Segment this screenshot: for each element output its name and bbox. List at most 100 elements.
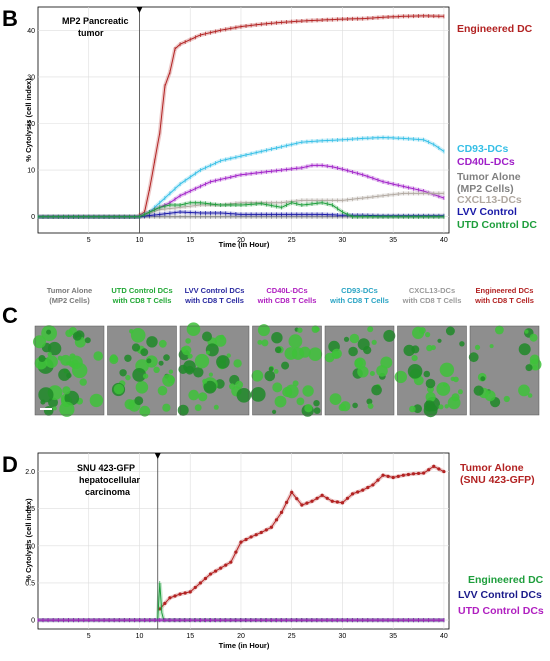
gfp-cluster bbox=[445, 326, 455, 336]
panel-c-label: Tumor Alone bbox=[47, 286, 92, 295]
chart-d-legend-tumor-alone-snu-423-gfp: (SNU 423-GFP) bbox=[460, 474, 535, 486]
chart-d-ytick-label: 0 bbox=[31, 618, 35, 625]
chart-b-plot-area bbox=[37, 6, 450, 234]
gfp-cluster bbox=[423, 370, 431, 378]
gfp-cluster bbox=[264, 370, 276, 382]
gfp-cluster bbox=[72, 362, 88, 379]
gfp-cluster bbox=[135, 381, 149, 394]
chart-b-xtick-label: 40 bbox=[440, 237, 448, 244]
gfp-cluster bbox=[468, 352, 479, 363]
chart-d-series bbox=[37, 464, 446, 623]
gfp-cluster bbox=[480, 376, 486, 382]
data-point bbox=[168, 596, 172, 600]
gfp-cluster bbox=[314, 326, 320, 332]
gfp-cluster bbox=[89, 393, 104, 408]
data-point bbox=[269, 525, 274, 529]
gfp-cluster bbox=[352, 402, 358, 409]
gfp-cluster bbox=[524, 329, 529, 334]
gfp-cluster bbox=[153, 366, 160, 373]
gfp-cluster bbox=[380, 356, 393, 369]
data-point bbox=[442, 469, 446, 474]
gfp-cluster bbox=[439, 362, 455, 377]
gfp-cluster bbox=[236, 388, 252, 403]
micrograph-border bbox=[397, 325, 467, 416]
gfp-cluster bbox=[369, 371, 375, 376]
gfp-cluster bbox=[525, 364, 533, 372]
data-point bbox=[173, 594, 177, 598]
gfp-cluster bbox=[411, 355, 418, 362]
data-point bbox=[401, 473, 405, 477]
gfp-cluster bbox=[187, 353, 193, 359]
data-point bbox=[249, 535, 253, 539]
panel-c-image bbox=[394, 325, 467, 418]
data-point bbox=[198, 581, 202, 585]
gfp-cluster bbox=[60, 354, 72, 366]
gfp-cluster bbox=[109, 354, 118, 363]
gfp-cluster bbox=[436, 382, 451, 396]
chart-b-ticks: 5 10 15 20 25 30 35 40 0 10 20 30 40 bbox=[27, 28, 448, 244]
gfp-cluster bbox=[47, 352, 52, 357]
gfp-cluster bbox=[274, 346, 282, 354]
chart-d-ytick-label: 0.5 bbox=[25, 580, 35, 587]
data-point bbox=[290, 490, 294, 494]
gfp-cluster bbox=[296, 397, 305, 406]
gfp-cluster bbox=[313, 400, 320, 407]
data-point bbox=[300, 503, 304, 507]
gfp-cluster bbox=[331, 348, 342, 359]
gfp-cluster bbox=[139, 405, 151, 417]
chart-d-ylabel: % Cytolysis (cell index) bbox=[24, 498, 33, 582]
data-point bbox=[361, 488, 365, 492]
chart-b-ytick-label: 20 bbox=[27, 121, 35, 128]
gfp-cluster bbox=[125, 374, 131, 381]
panel-letter-c: C bbox=[2, 303, 18, 328]
data-point bbox=[310, 499, 314, 503]
gfp-cluster bbox=[444, 404, 449, 409]
gfp-cluster bbox=[157, 385, 168, 396]
gfp-cluster bbox=[163, 354, 170, 361]
gfp-cluster bbox=[142, 373, 149, 379]
data-point bbox=[239, 540, 243, 544]
panel-c-label: with CD8 T Cells bbox=[112, 296, 172, 305]
chart-b-xtick-label: 5 bbox=[87, 237, 91, 244]
data-point bbox=[274, 518, 279, 522]
gfp-cluster bbox=[43, 406, 54, 416]
data-point bbox=[229, 560, 233, 564]
gfp-cluster bbox=[272, 409, 277, 414]
chart-d-xtick-label: 30 bbox=[339, 633, 347, 640]
gfp-cluster bbox=[158, 360, 164, 366]
gfp-cluster bbox=[473, 385, 484, 396]
gfp-cluster bbox=[52, 406, 57, 411]
gfp-cluster bbox=[495, 325, 504, 335]
data-point bbox=[356, 490, 360, 494]
chart-b-annotation-line-1: MP2 Pancreatic bbox=[62, 16, 129, 26]
gfp-cluster bbox=[62, 386, 71, 395]
panel-c-label: CXCL13-DCs bbox=[409, 286, 455, 295]
gfp-cluster bbox=[474, 344, 481, 350]
chart-d-annotation-line-2: hepatocellular bbox=[79, 475, 141, 485]
gfp-cluster bbox=[113, 383, 125, 395]
panel-c-image bbox=[250, 324, 323, 417]
panel-c-label: (MP2 Cells) bbox=[49, 296, 90, 305]
data-point bbox=[264, 528, 268, 532]
chart-b-xtick-label: 25 bbox=[288, 237, 296, 244]
chart-b-xtick-label: 30 bbox=[339, 237, 347, 244]
panel-c-micrographs: Tumor Alone(MP2 Cells)UTD Control DCswit… bbox=[33, 286, 542, 418]
panel-c-image bbox=[107, 325, 177, 417]
chart-d-annotation-line-3: carcinoma bbox=[85, 487, 131, 497]
gfp-cluster bbox=[185, 338, 191, 344]
panel-c-image bbox=[33, 325, 105, 417]
gfp-cluster bbox=[208, 372, 213, 377]
micrograph-border bbox=[107, 325, 177, 416]
panel-c-label: with CD8 T Cells bbox=[184, 296, 244, 305]
gfp-cluster bbox=[250, 387, 266, 402]
gfp-cluster bbox=[288, 334, 303, 349]
chart-b-legend-cd40l-dcs: CD40L-DCs bbox=[457, 156, 515, 168]
gfp-cluster bbox=[226, 353, 231, 358]
data-point bbox=[422, 471, 426, 475]
data-point bbox=[219, 566, 223, 570]
chart-d-xtick-label: 40 bbox=[440, 633, 448, 640]
panel-c-label: LVV Control DCs bbox=[185, 286, 245, 295]
data-point bbox=[437, 467, 441, 471]
data-point bbox=[305, 501, 309, 505]
